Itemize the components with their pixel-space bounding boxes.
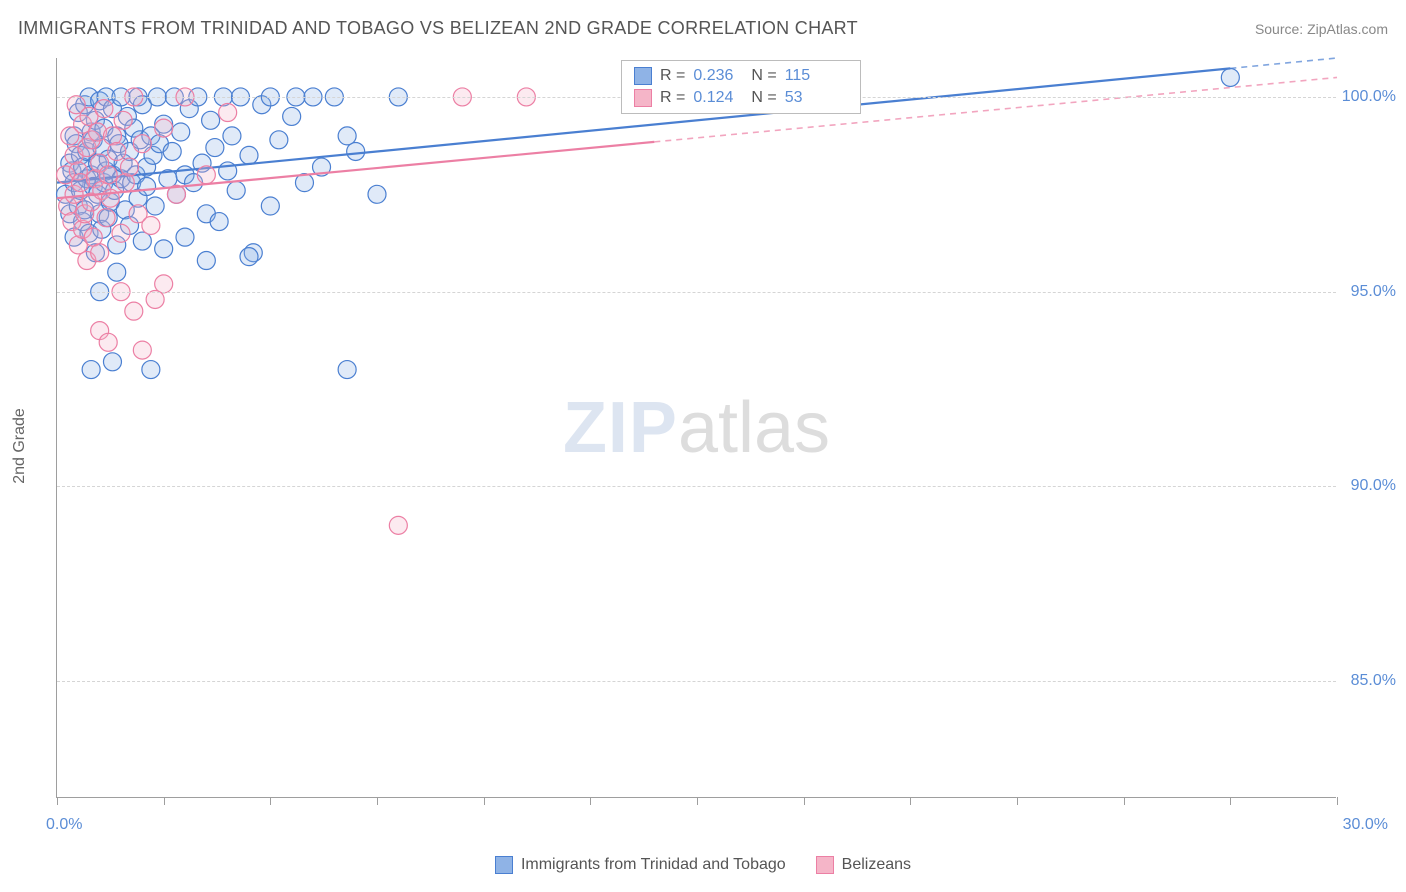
data-point-series1 — [138, 178, 156, 196]
data-point-series1 — [1221, 68, 1239, 86]
chart-title: IMMIGRANTS FROM TRINIDAD AND TOBAGO VS B… — [18, 18, 858, 39]
data-point-series2 — [97, 209, 115, 227]
gridline-h — [57, 486, 1336, 487]
legend-label-1: Immigrants from Trinidad and Tobago — [521, 856, 786, 874]
stat-row-2: R = 0.124 N = 53 — [622, 87, 860, 109]
data-point-series1 — [368, 185, 386, 203]
data-point-series2 — [99, 333, 117, 351]
data-point-series2 — [197, 166, 215, 184]
data-point-series1 — [163, 142, 181, 160]
data-point-series1 — [210, 213, 228, 231]
data-point-series1 — [202, 111, 220, 129]
correlation-stat-box: R = 0.236 N = 115 R = 0.124 N = 53 — [621, 60, 861, 114]
data-point-series1 — [338, 361, 356, 379]
r-value-1: 0.236 — [693, 67, 743, 85]
gridline-h — [57, 681, 1336, 682]
r-label-2: R = — [660, 89, 685, 107]
data-point-series1 — [176, 228, 194, 246]
x-tick — [590, 797, 591, 805]
data-point-series1 — [142, 361, 160, 379]
plot-area: ZIPatlas 85.0%90.0%95.0%100.0% — [56, 58, 1336, 798]
data-point-series1 — [270, 131, 288, 149]
x-tick — [697, 797, 698, 805]
y-tick-label: 90.0% — [1351, 477, 1396, 495]
data-point-series1 — [261, 197, 279, 215]
data-point-series2 — [219, 104, 237, 122]
x-tick — [164, 797, 165, 805]
data-point-series2 — [108, 142, 126, 160]
chart-svg — [57, 58, 1336, 797]
swatch-series2 — [634, 89, 652, 107]
data-point-series2 — [389, 516, 407, 534]
x-tick — [57, 797, 58, 805]
x-tick — [910, 797, 911, 805]
n-value-2: 53 — [785, 89, 835, 107]
data-point-series2 — [133, 135, 151, 153]
data-point-series1 — [146, 197, 164, 215]
legend-label-2: Belizeans — [842, 856, 911, 874]
data-point-series2 — [142, 216, 160, 234]
x-end-label: 30.0% — [1343, 816, 1388, 834]
swatch-series1 — [634, 67, 652, 85]
source-label: Source: ZipAtlas.com — [1255, 21, 1388, 37]
x-tick — [804, 797, 805, 805]
data-point-series1 — [240, 146, 258, 164]
y-tick-label: 100.0% — [1342, 88, 1396, 106]
data-point-series2 — [99, 166, 117, 184]
data-point-series1 — [172, 123, 190, 141]
y-tick-label: 95.0% — [1351, 283, 1396, 301]
n-label-2: N = — [751, 89, 776, 107]
gridline-h — [57, 292, 1336, 293]
data-point-series1 — [283, 107, 301, 125]
data-point-series1 — [206, 139, 224, 157]
n-label-1: N = — [751, 67, 776, 85]
x-tick — [377, 797, 378, 805]
trend-line-dashed-series1 — [1230, 58, 1337, 68]
x-tick — [1337, 797, 1338, 805]
data-point-series1 — [347, 142, 365, 160]
data-point-series2 — [133, 341, 151, 359]
legend-item-1: Immigrants from Trinidad and Tobago — [495, 856, 786, 874]
data-point-series1 — [82, 361, 100, 379]
n-value-1: 115 — [785, 67, 835, 85]
x-tick — [1124, 797, 1125, 805]
x-tick — [1017, 797, 1018, 805]
data-point-series2 — [121, 158, 139, 176]
data-point-series1 — [240, 248, 258, 266]
data-point-series2 — [125, 302, 143, 320]
data-point-series1 — [223, 127, 241, 145]
data-point-series2 — [155, 275, 173, 293]
data-point-series1 — [155, 240, 173, 258]
stat-row-1: R = 0.236 N = 115 — [622, 65, 860, 87]
x-tick — [270, 797, 271, 805]
data-point-series2 — [114, 111, 132, 129]
data-point-series1 — [227, 181, 245, 199]
legend-swatch-1 — [495, 856, 513, 874]
x-start-label: 0.0% — [46, 816, 82, 834]
y-axis-title: 2nd Grade — [11, 408, 29, 484]
data-point-series2 — [155, 119, 173, 137]
x-tick — [1230, 797, 1231, 805]
y-tick-label: 85.0% — [1351, 672, 1396, 690]
x-tick — [484, 797, 485, 805]
r-value-2: 0.124 — [693, 89, 743, 107]
data-point-series1 — [197, 252, 215, 270]
legend-bottom: Immigrants from Trinidad and Tobago Beli… — [0, 856, 1406, 874]
data-point-series2 — [112, 224, 130, 242]
legend-swatch-2 — [816, 856, 834, 874]
data-point-series1 — [103, 353, 121, 371]
legend-item-2: Belizeans — [816, 856, 911, 874]
r-label-1: R = — [660, 67, 685, 85]
data-point-series2 — [91, 244, 109, 262]
data-point-series2 — [95, 100, 113, 118]
data-point-series1 — [108, 263, 126, 281]
